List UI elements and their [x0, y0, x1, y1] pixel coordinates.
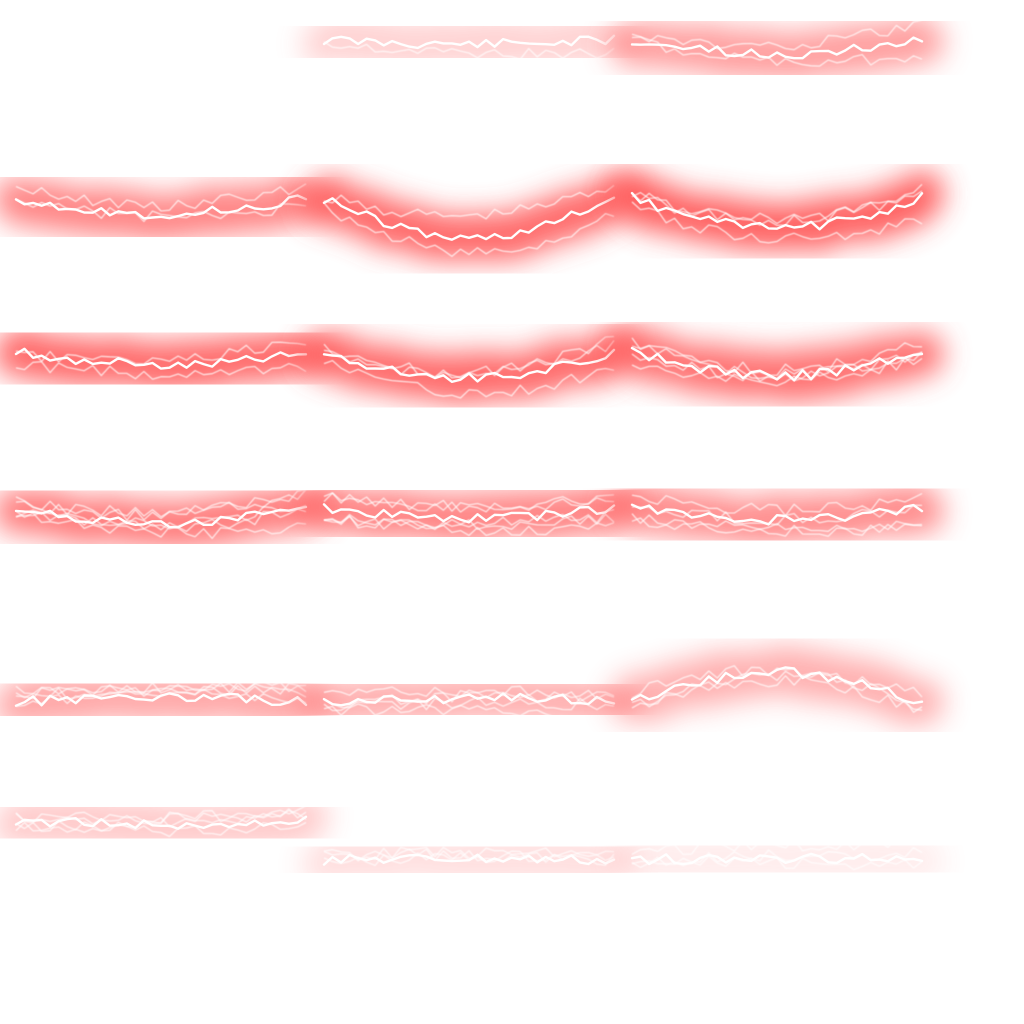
lightning-branch — [631, 19, 923, 51]
lightning-bolt-svg — [610, 831, 944, 886]
lightning-main-bolt — [322, 34, 616, 50]
lightning-branch — [15, 198, 307, 223]
lightning-frame-4 — [0, 168, 328, 298]
lightning-bolt-svg — [0, 794, 328, 851]
lightning-branch — [631, 183, 923, 227]
lightning-frame-13 — [0, 632, 328, 762]
lightning-bolt-svg — [610, 326, 944, 403]
lightning-branch — [631, 665, 923, 711]
lightning-bolt-svg — [610, 171, 944, 252]
lightning-branch — [323, 184, 615, 220]
lightning-frame-18 — [610, 790, 944, 920]
lightning-branch — [631, 675, 923, 713]
lightning-branch — [323, 492, 615, 512]
lightning-bolt-svg — [0, 326, 328, 391]
lightning-branch — [15, 805, 307, 825]
lightning-bolt-svg — [302, 832, 636, 887]
lightning-branch — [631, 201, 923, 244]
lightning-bolt-svg — [0, 173, 328, 241]
lightning-bolt-svg — [610, 15, 944, 81]
lightning-frame-14 — [302, 632, 636, 762]
lightning-frame-9 — [610, 322, 944, 452]
lightning-main-bolt — [14, 692, 308, 707]
lightning-bolt-svg — [302, 175, 636, 262]
lightning-main-bolt — [322, 348, 616, 383]
lightning-frame-15 — [610, 632, 944, 762]
lightning-branch — [631, 36, 923, 67]
lightning-branch — [631, 493, 923, 517]
lightning-main-bolt — [630, 503, 924, 526]
lightning-frame-11 — [302, 478, 636, 608]
lightning-branch — [631, 837, 923, 856]
lightning-bolt-svg — [302, 671, 636, 728]
lightning-main-bolt — [630, 36, 924, 60]
lightning-branch — [323, 41, 615, 60]
lightning-glow — [302, 175, 636, 262]
lightning-branch — [631, 357, 923, 387]
lightning-frame-2 — [302, 10, 636, 140]
lightning-main-bolt — [14, 505, 308, 529]
lightning-branch — [15, 681, 307, 699]
lightning-frame-6 — [610, 168, 944, 298]
lightning-main-bolt — [322, 853, 616, 866]
lightning-main-bolt — [630, 852, 924, 866]
lightning-branch — [15, 821, 307, 838]
lightning-branch — [631, 513, 923, 533]
lightning-branch — [15, 488, 307, 521]
lightning-branch — [323, 848, 615, 866]
lightning-branch — [15, 489, 307, 518]
lightning-bolt-svg — [610, 645, 944, 726]
lightning-frame-17 — [302, 790, 636, 920]
lightning-main-bolt — [630, 191, 924, 231]
lightning-branch — [323, 202, 615, 258]
lightning-frame-1 — [10, 10, 310, 140]
lightning-branch — [15, 183, 307, 212]
lightning-main-bolt — [14, 815, 308, 830]
lightning-glow — [302, 327, 636, 404]
lightning-frame-12 — [610, 478, 944, 608]
lightning-branch — [15, 361, 307, 380]
lightning-main-bolt — [322, 503, 616, 524]
lightning-frame-16 — [0, 790, 328, 920]
lightning-bolt-svg — [0, 671, 328, 728]
lightning-branch — [15, 681, 307, 700]
lightning-bolt-svg — [302, 482, 636, 545]
lightning-main-bolt — [630, 346, 924, 382]
lightning-branch — [631, 504, 923, 526]
lightning-frame-10 — [0, 478, 328, 608]
lightning-bolt-svg — [610, 482, 944, 547]
lightning-bolt-svg — [302, 13, 636, 70]
lightning-frame-3 — [610, 10, 944, 140]
lightning-main-bolt — [14, 194, 308, 220]
lightning-main-bolt — [630, 666, 924, 705]
lightning-branch — [323, 515, 615, 537]
lightning-bolt-svg — [302, 327, 636, 404]
lightning-frame-8 — [302, 322, 636, 452]
lightning-branch — [15, 510, 307, 540]
lightning-branch — [323, 513, 615, 531]
lightning-bolt-svg — [0, 485, 328, 550]
lightning-branch — [323, 359, 615, 399]
lightning-main-bolt — [322, 692, 616, 707]
lightning-branch — [323, 685, 615, 700]
lightning-branch — [631, 190, 923, 225]
lightning-main-bolt — [322, 196, 616, 241]
lightning-main-bolt — [14, 347, 308, 370]
lightning-branch — [631, 337, 923, 376]
lightning-branch — [323, 703, 615, 726]
lightning-frame-7 — [0, 322, 328, 452]
lightning-frame-5 — [302, 168, 636, 298]
